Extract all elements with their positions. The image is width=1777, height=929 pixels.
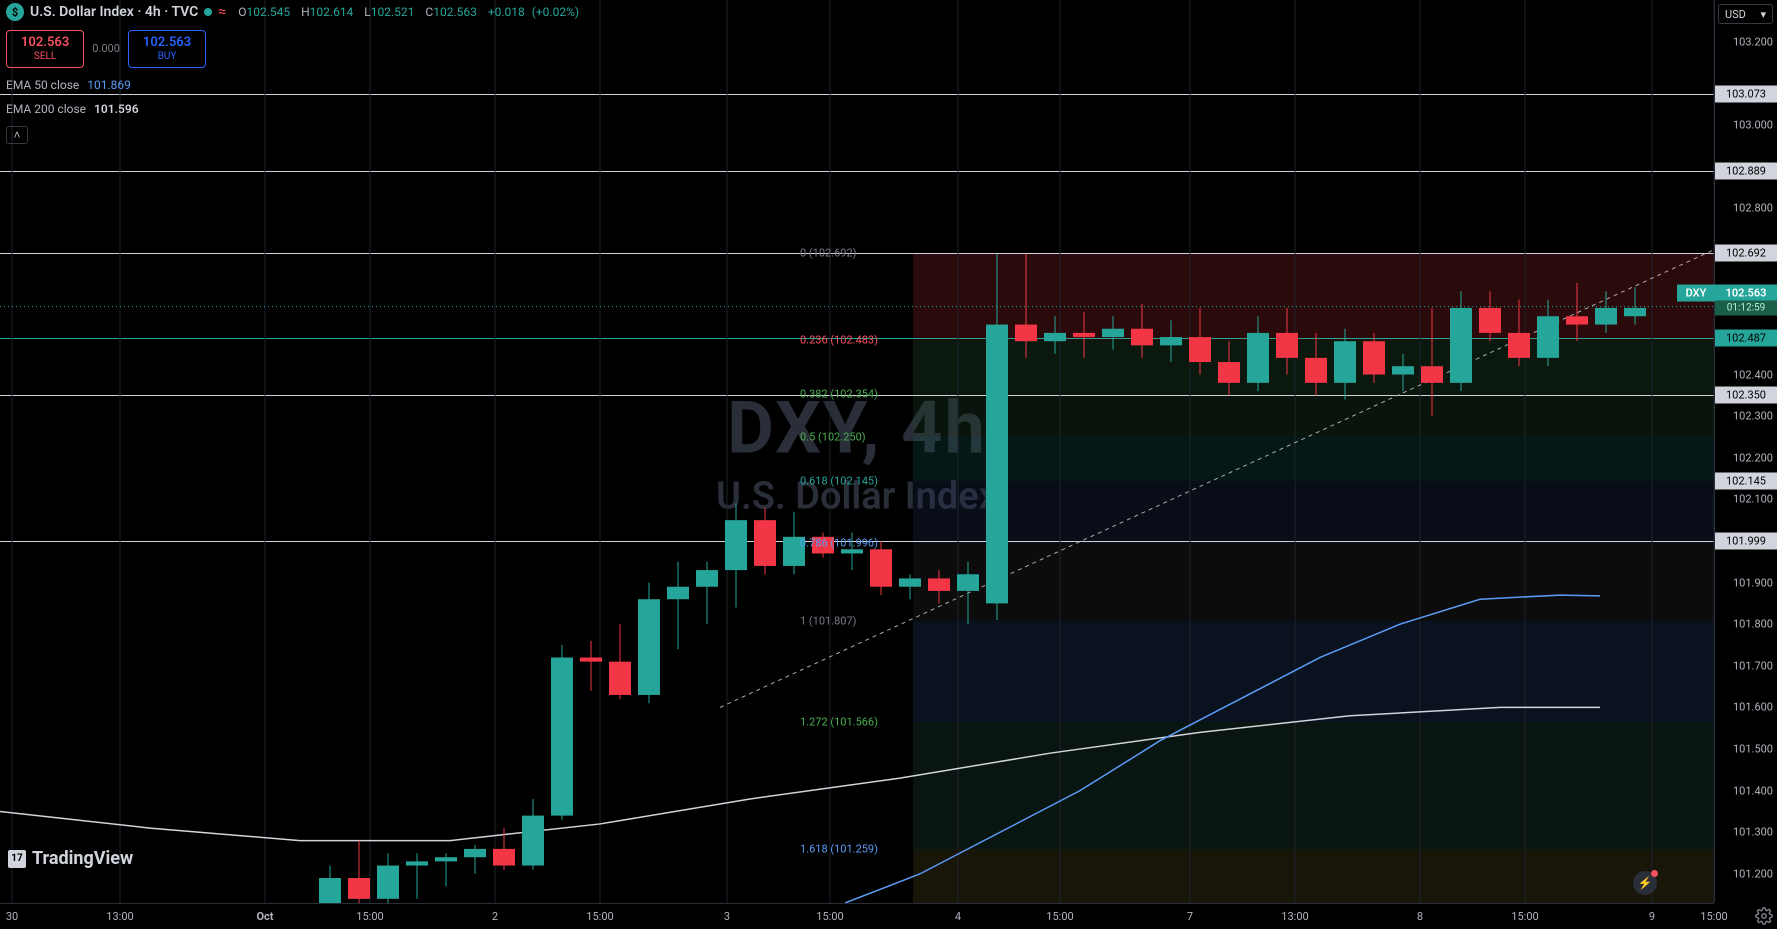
sell-button[interactable]: 102.563 SELL [6, 30, 84, 68]
chevron-down-icon: ▾ [1760, 8, 1766, 21]
price-tick: 101.200 [1733, 867, 1773, 880]
time-axis[interactable]: 30 13:00 Oct 15:00 2 15:00 3 15:00 4 15:00 7 13:00 8… [0, 903, 1714, 929]
market-status-icon [204, 8, 212, 16]
fib-label: 0.382 (102.354) [800, 387, 878, 400]
fib-zone [913, 849, 1714, 903]
price-tick: 101.300 [1733, 826, 1773, 839]
price-tick: 101.800 [1733, 618, 1773, 631]
collapse-indicators-button[interactable]: ˄ [6, 126, 28, 144]
spread-value: 0.000 [92, 42, 120, 55]
price-tag: 101.999 [1715, 533, 1777, 550]
fib-label: 1 (101.807) [800, 615, 857, 628]
price-tag-green: 102.487 [1715, 330, 1777, 347]
fib-zone [913, 722, 1714, 850]
time-tick: 2 [492, 910, 498, 923]
price-tick: 101.900 [1733, 576, 1773, 589]
buy-button[interactable]: 102.563 BUY [128, 30, 206, 68]
indicator-ema50[interactable]: EMA 50 close101.869 [6, 78, 131, 92]
time-tick: 13:00 [106, 910, 133, 923]
tradingview-logo[interactable]: 17 TradingView [8, 848, 133, 869]
price-tick: 102.400 [1733, 368, 1773, 381]
time-tick: 13:00 [1281, 910, 1308, 923]
time-tick: 15:00 [586, 910, 613, 923]
price-tag: 102.889 [1715, 163, 1777, 180]
price-tick: 102.100 [1733, 493, 1773, 506]
horizontal-line [0, 253, 1714, 254]
time-tick: 4 [955, 910, 961, 923]
fib-zone [913, 394, 1714, 437]
price-tag: 102.350 [1715, 387, 1777, 404]
horizontal-line [0, 94, 1714, 95]
horizontal-line [0, 171, 1714, 172]
time-tick: 9 [1649, 910, 1655, 923]
price-tag: 103.073 [1715, 86, 1777, 103]
price-tick: 102.800 [1733, 202, 1773, 215]
countdown-timer: 01:12:59 [1715, 300, 1777, 315]
fib-zone [913, 253, 1714, 340]
time-tick: 15:00 [1046, 910, 1073, 923]
chart-title[interactable]: U.S. Dollar Index · 4h · TVC [30, 4, 198, 20]
ohlc-readout: O102.545 H102.614 L102.521 C102.563 +0.0… [238, 5, 583, 19]
fib-label: 0.236 (102.483) [800, 333, 878, 346]
fib-label: 0.786 (101.996) [800, 536, 878, 549]
time-tick: 15:00 [816, 910, 843, 923]
time-tick: Oct [256, 910, 273, 923]
price-tag: 102.692 [1715, 245, 1777, 262]
price-tick: 103.200 [1733, 35, 1773, 48]
current-price-tag: 102.563 [1715, 284, 1777, 301]
indicator-ema200[interactable]: EMA 200 close101.596 [6, 102, 139, 116]
currency-select[interactable]: USD▾ [1718, 4, 1773, 24]
price-tick: 101.400 [1733, 784, 1773, 797]
price-tick: 102.200 [1733, 451, 1773, 464]
fib-label: 1.272 (101.566) [800, 715, 878, 728]
approx-icon: ≈ [218, 4, 226, 20]
fib-label: 1.618 (101.259) [800, 843, 878, 856]
settings-icon[interactable] [1755, 907, 1773, 925]
fib-label: 0.618 (102.145) [800, 474, 878, 487]
time-tick: 7 [1187, 910, 1193, 923]
price-tick: 102.300 [1733, 410, 1773, 423]
time-tick: 8 [1417, 910, 1423, 923]
fib-zone [913, 437, 1714, 481]
price-tick: 103.000 [1733, 118, 1773, 131]
time-tick: 30 [6, 910, 18, 923]
fib-label: 0.5 (102.250) [800, 430, 866, 443]
dxy-badge: DXY [1677, 284, 1715, 301]
price-tick: 101.600 [1733, 701, 1773, 714]
time-tick: 3 [724, 910, 730, 923]
flash-button[interactable]: ⚡ [1633, 871, 1657, 895]
time-tick: 15:00 [356, 910, 383, 923]
fib-label: 0 (102.692) [800, 247, 857, 260]
fib-zone [913, 621, 1714, 721]
price-tag: 102.145 [1715, 472, 1777, 489]
symbol-icon: $ [6, 3, 24, 21]
fib-zone [913, 340, 1714, 394]
price-axis[interactable]: 103.200103.000102.800102.600102.400102.3… [1714, 0, 1777, 903]
flash-icon: ⚡ [1638, 876, 1653, 890]
tv-icon: 17 [8, 850, 26, 868]
fib-zone [913, 481, 1714, 543]
chart-area[interactable]: DXY, 4h U.S. Dollar Index 0 (102.692)0.2… [0, 0, 1714, 903]
price-tick: 101.700 [1733, 659, 1773, 672]
fib-zone [913, 543, 1714, 622]
price-tick: 101.500 [1733, 743, 1773, 756]
time-tick: 15:00 [1700, 910, 1727, 923]
time-tick: 15:00 [1511, 910, 1538, 923]
